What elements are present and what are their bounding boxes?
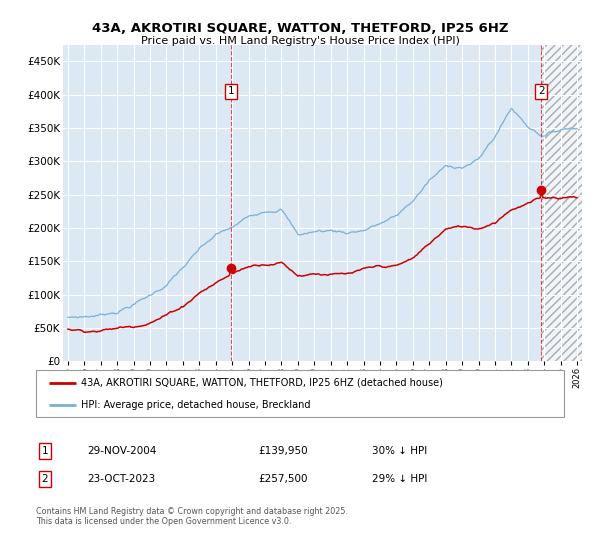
Text: 43A, AKROTIRI SQUARE, WATTON, THETFORD, IP25 6HZ (detached house): 43A, AKROTIRI SQUARE, WATTON, THETFORD, …: [81, 378, 443, 388]
Bar: [541, 45, 585, 361]
Text: Price paid vs. HM Land Registry's House Price Index (HPI): Price paid vs. HM Land Registry's House …: [140, 36, 460, 46]
Text: 23-OCT-2023: 23-OCT-2023: [87, 474, 155, 484]
Text: HPI: Average price, detached house, Breckland: HPI: Average price, detached house, Brec…: [81, 400, 310, 410]
Text: 43A, AKROTIRI SQUARE, WATTON, THETFORD, IP25 6HZ: 43A, AKROTIRI SQUARE, WATTON, THETFORD, …: [92, 22, 508, 35]
Text: 29-NOV-2004: 29-NOV-2004: [87, 446, 157, 456]
Text: £139,950: £139,950: [258, 446, 308, 456]
Text: 30% ↓ HPI: 30% ↓ HPI: [372, 446, 427, 456]
Text: 1: 1: [227, 86, 234, 96]
Text: 1: 1: [41, 446, 49, 456]
Text: 29% ↓ HPI: 29% ↓ HPI: [372, 474, 427, 484]
Text: Contains HM Land Registry data © Crown copyright and database right 2025.
This d: Contains HM Land Registry data © Crown c…: [36, 507, 348, 526]
Bar: [541, 45, 585, 361]
Text: £257,500: £257,500: [258, 474, 308, 484]
Text: 2: 2: [41, 474, 49, 484]
FancyBboxPatch shape: [36, 370, 564, 417]
Text: 2: 2: [538, 86, 544, 96]
